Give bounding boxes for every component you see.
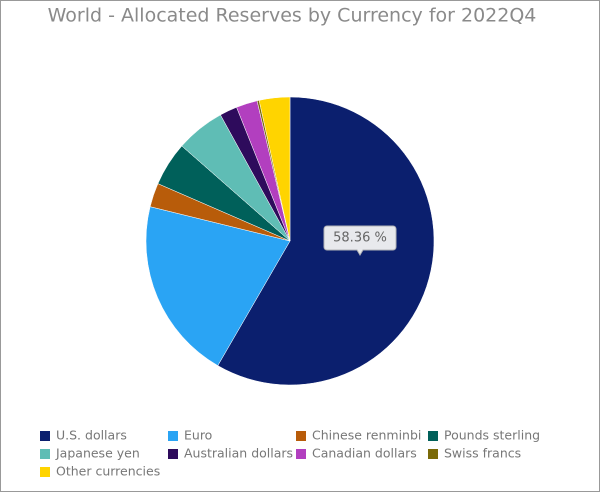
legend-label: Euro	[184, 428, 212, 443]
legend-swatch	[296, 449, 306, 459]
legend-label: Canadian dollars	[312, 446, 417, 461]
legend-swatch	[168, 449, 178, 459]
legend-swatch	[428, 449, 438, 459]
legend-label: Australian dollars	[184, 446, 293, 461]
legend-swatch	[428, 431, 438, 441]
legend-swatch	[40, 431, 50, 441]
tooltip-box	[323, 225, 397, 256]
legend-swatch	[40, 467, 50, 477]
legend-label: Pounds sterling	[444, 428, 540, 443]
legend-label: Chinese renminbi	[312, 428, 421, 443]
chart-title: World - Allocated Reserves by Currency f…	[48, 5, 537, 27]
data-label: 58.36 %	[333, 231, 387, 246]
legend-swatch	[168, 431, 178, 441]
legend-swatch	[296, 431, 306, 441]
legend-label: Swiss francs	[444, 446, 521, 461]
legend-swatch	[40, 449, 50, 459]
legend-label: Other currencies	[56, 464, 160, 479]
pie-slice	[258, 96, 291, 242]
legend-label: U.S. dollars	[56, 428, 127, 443]
pie-slice	[145, 206, 291, 366]
legend-label: Japanese yen	[55, 446, 140, 461]
